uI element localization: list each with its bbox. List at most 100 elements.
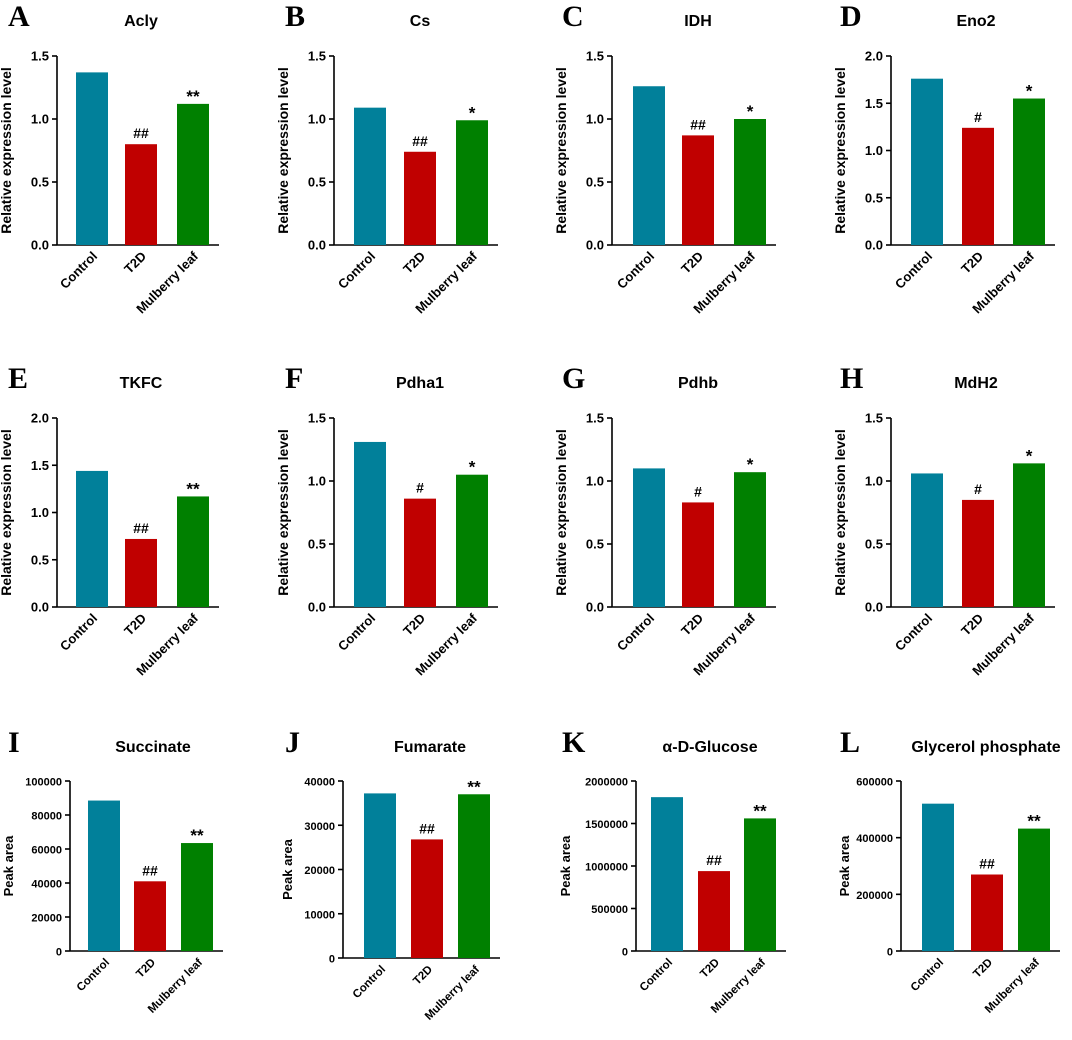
bar-mulberry — [734, 472, 766, 607]
panel-letter: D — [840, 0, 862, 33]
y-axis-label: Relative expression level — [832, 67, 848, 234]
chart-title: Glycerol phosphate — [911, 739, 1060, 756]
y-tick-label: 200000 — [856, 890, 893, 902]
y-tick-label: 1.5 — [586, 49, 604, 64]
panel-letter: C — [562, 0, 584, 33]
chart-title: Fumarate — [394, 739, 466, 756]
y-axis-label: Relative expression level — [0, 429, 14, 596]
significance-label: ** — [753, 801, 767, 820]
panel-letter: K — [562, 726, 586, 759]
bar-mulberry — [1013, 98, 1045, 246]
y-tick-label: 0 — [329, 954, 335, 966]
significance-label: ## — [133, 125, 149, 141]
y-axis-label: Relative expression level — [275, 67, 291, 234]
significance-label: ** — [1027, 812, 1041, 831]
panel-letter: G — [562, 362, 585, 395]
significance-label: ## — [419, 820, 435, 836]
y-tick-label: 1.0 — [308, 474, 326, 489]
y-tick-label: 1.0 — [865, 474, 883, 489]
y-tick-label: 20000 — [304, 865, 335, 877]
bar-mulberry — [181, 843, 213, 951]
bar-mulberry — [177, 103, 209, 245]
bar-mulberry — [456, 120, 488, 245]
chart-title: Acly — [124, 13, 158, 30]
y-tick-label: 0 — [56, 947, 62, 959]
y-tick-label: 2.0 — [865, 49, 883, 64]
significance-label: * — [469, 103, 476, 122]
chart-title: MdH2 — [954, 375, 998, 392]
y-tick-label: 500000 — [591, 904, 628, 916]
significance-label: ## — [979, 856, 995, 872]
panel-letter: A — [8, 0, 30, 33]
bar-control — [76, 72, 108, 245]
bar-mulberry — [1018, 828, 1050, 951]
bar-control — [651, 797, 683, 951]
significance-label: ## — [133, 520, 149, 536]
panel-i: I Succinate 0 20000 40000 60000 80000 100000 Pea… — [1, 726, 223, 1016]
category-label: T2D — [400, 249, 428, 277]
category-label: Control — [614, 611, 657, 654]
panel-e: E TKFC 0.0 0.5 1.0 1.5 2.0 Relative expression … — [0, 362, 219, 678]
y-axis-label: Peak area — [280, 838, 295, 899]
bar-control — [633, 86, 665, 246]
category-label: Control — [75, 957, 112, 994]
y-tick-label: 2000000 — [585, 777, 628, 789]
panel-g: G Pdhb 0.0 0.5 1.0 1.5 Relative expression lev… — [553, 362, 776, 678]
y-tick-label: 40000 — [31, 879, 62, 891]
significance-label: * — [1026, 82, 1033, 101]
y-tick-label: 400000 — [856, 833, 893, 845]
y-axis-label: Relative expression level — [553, 429, 569, 596]
significance-label: ## — [412, 133, 428, 149]
bar-t2d — [125, 538, 157, 607]
panel-letter: I — [8, 726, 20, 759]
category-label: Control — [614, 249, 657, 292]
category-label: Control — [57, 249, 100, 292]
category-label: Control — [335, 611, 378, 654]
bar-control — [88, 800, 120, 951]
significance-label: * — [747, 102, 754, 121]
bar-mulberry — [1013, 463, 1045, 607]
y-tick-label: 0.0 — [308, 600, 326, 615]
category-label: T2D — [400, 611, 428, 639]
chart-title: α-D-Glucose — [662, 739, 757, 756]
bar-control — [922, 803, 954, 951]
y-tick-label: 100000 — [25, 777, 62, 789]
significance-label: ** — [190, 826, 204, 845]
y-axis-label: Relative expression level — [553, 67, 569, 234]
y-tick-label: 0.0 — [31, 238, 49, 253]
category-label: Control — [57, 611, 100, 654]
y-tick-label: 2.0 — [31, 411, 49, 426]
y-tick-label: 10000 — [304, 909, 335, 921]
bar-control — [633, 468, 665, 607]
bar-t2d — [962, 127, 994, 245]
category-label: Control — [909, 957, 946, 994]
bar-t2d — [962, 499, 994, 607]
bar-control — [354, 107, 386, 245]
bar-t2d — [404, 151, 436, 245]
chart-title: Cs — [410, 13, 431, 30]
bar-t2d — [134, 881, 166, 951]
y-tick-label: 1000000 — [585, 862, 628, 874]
significance-label: * — [747, 455, 754, 474]
y-axis-label: Relative expression level — [0, 67, 14, 234]
y-tick-label: 0.0 — [308, 238, 326, 253]
y-tick-label: 0.5 — [308, 537, 326, 552]
y-axis-label: Peak area — [1, 835, 16, 896]
y-tick-label: 0.0 — [865, 238, 883, 253]
chart-title: Succinate — [115, 739, 191, 756]
category-label: T2D — [411, 964, 435, 988]
bar-t2d — [682, 135, 714, 245]
significance-label: ## — [142, 862, 158, 878]
y-tick-label: 0.0 — [586, 238, 604, 253]
chart-title: Eno2 — [956, 13, 995, 30]
y-tick-label: 1500000 — [585, 819, 628, 831]
bar-control — [911, 473, 943, 607]
y-tick-label: 600000 — [856, 777, 893, 789]
bar-control — [76, 470, 108, 607]
y-tick-label: 1.5 — [31, 458, 49, 473]
bar-mulberry — [744, 818, 776, 951]
panel-d: D Eno2 0.0 0.5 1.0 1.5 2.0 Relative expression … — [832, 0, 1055, 316]
y-tick-label: 0.5 — [586, 175, 604, 190]
panel-letter: J — [285, 726, 300, 759]
